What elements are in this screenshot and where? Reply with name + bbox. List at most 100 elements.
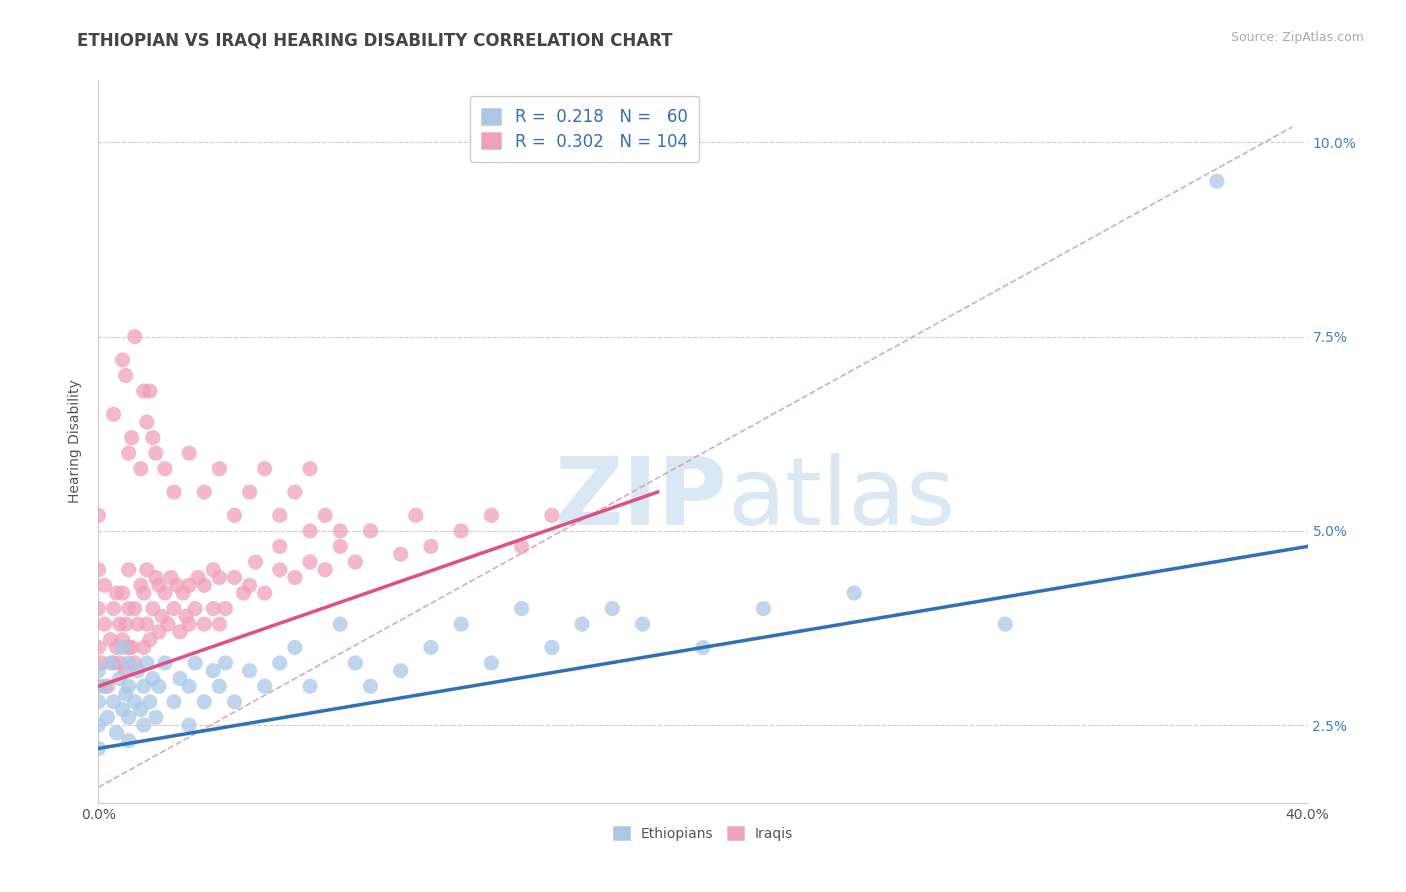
- Point: [208, 679, 231, 693]
- Point: [692, 640, 714, 655]
- Point: [105, 640, 128, 655]
- Point: [163, 695, 186, 709]
- Point: [150, 609, 173, 624]
- Point: [360, 679, 382, 693]
- Point: [184, 601, 207, 615]
- Point: [145, 570, 167, 584]
- Point: [127, 617, 149, 632]
- Point: [844, 586, 866, 600]
- Point: [114, 368, 136, 383]
- Point: [111, 586, 134, 600]
- Point: [269, 563, 291, 577]
- Point: [145, 710, 167, 724]
- Point: [540, 640, 562, 655]
- Point: [202, 601, 225, 615]
- Point: [208, 617, 231, 632]
- Point: [139, 632, 162, 647]
- Point: [481, 508, 503, 523]
- Point: [224, 570, 246, 584]
- Point: [118, 563, 141, 577]
- Point: [284, 640, 307, 655]
- Point: [994, 617, 1017, 632]
- Point: [163, 601, 186, 615]
- Legend: Ethiopians, Iraqis: Ethiopians, Iraqis: [607, 821, 799, 847]
- Point: [314, 508, 336, 523]
- Text: atlas: atlas: [727, 453, 956, 545]
- Point: [118, 601, 141, 615]
- Point: [108, 656, 131, 670]
- Point: [344, 555, 367, 569]
- Point: [193, 695, 215, 709]
- Point: [214, 601, 236, 615]
- Point: [450, 524, 472, 538]
- Point: [87, 508, 110, 523]
- Point: [129, 702, 152, 716]
- Point: [420, 640, 443, 655]
- Point: [127, 664, 149, 678]
- Point: [232, 586, 254, 600]
- Point: [87, 640, 110, 655]
- Point: [156, 617, 179, 632]
- Text: ZIP: ZIP: [554, 453, 727, 545]
- Point: [269, 508, 291, 523]
- Point: [450, 617, 472, 632]
- Point: [269, 540, 291, 554]
- Point: [132, 640, 155, 655]
- Point: [111, 702, 134, 716]
- Point: [224, 695, 246, 709]
- Point: [100, 632, 122, 647]
- Point: [571, 617, 593, 632]
- Point: [132, 586, 155, 600]
- Point: [118, 640, 141, 655]
- Point: [124, 656, 146, 670]
- Point: [135, 563, 157, 577]
- Point: [245, 555, 267, 569]
- Point: [124, 695, 146, 709]
- Point: [169, 624, 191, 639]
- Point: [108, 672, 131, 686]
- Point: [166, 578, 188, 592]
- Point: [100, 656, 122, 670]
- Point: [148, 624, 170, 639]
- Point: [184, 656, 207, 670]
- Point: [96, 679, 118, 693]
- Point: [420, 540, 443, 554]
- Point: [172, 586, 194, 600]
- Point: [239, 578, 262, 592]
- Point: [142, 672, 165, 686]
- Point: [299, 524, 322, 538]
- Point: [103, 408, 125, 422]
- Point: [121, 640, 143, 655]
- Point: [179, 718, 201, 732]
- Point: [239, 485, 262, 500]
- Point: [214, 656, 236, 670]
- Point: [124, 329, 146, 343]
- Point: [1206, 174, 1229, 188]
- Point: [284, 570, 307, 584]
- Point: [153, 461, 176, 475]
- Point: [148, 578, 170, 592]
- Point: [510, 601, 533, 615]
- Point: [108, 617, 131, 632]
- Point: [103, 695, 125, 709]
- Point: [111, 640, 134, 655]
- Point: [389, 547, 412, 561]
- Point: [631, 617, 654, 632]
- Point: [329, 524, 352, 538]
- Point: [253, 679, 276, 693]
- Point: [145, 446, 167, 460]
- Point: [239, 664, 262, 678]
- Point: [135, 415, 157, 429]
- Point: [179, 578, 201, 592]
- Point: [87, 601, 110, 615]
- Point: [105, 726, 128, 740]
- Point: [602, 601, 624, 615]
- Point: [202, 563, 225, 577]
- Point: [202, 664, 225, 678]
- Point: [224, 508, 246, 523]
- Point: [135, 656, 157, 670]
- Point: [329, 540, 352, 554]
- Point: [193, 617, 215, 632]
- Point: [540, 508, 562, 523]
- Point: [90, 656, 112, 670]
